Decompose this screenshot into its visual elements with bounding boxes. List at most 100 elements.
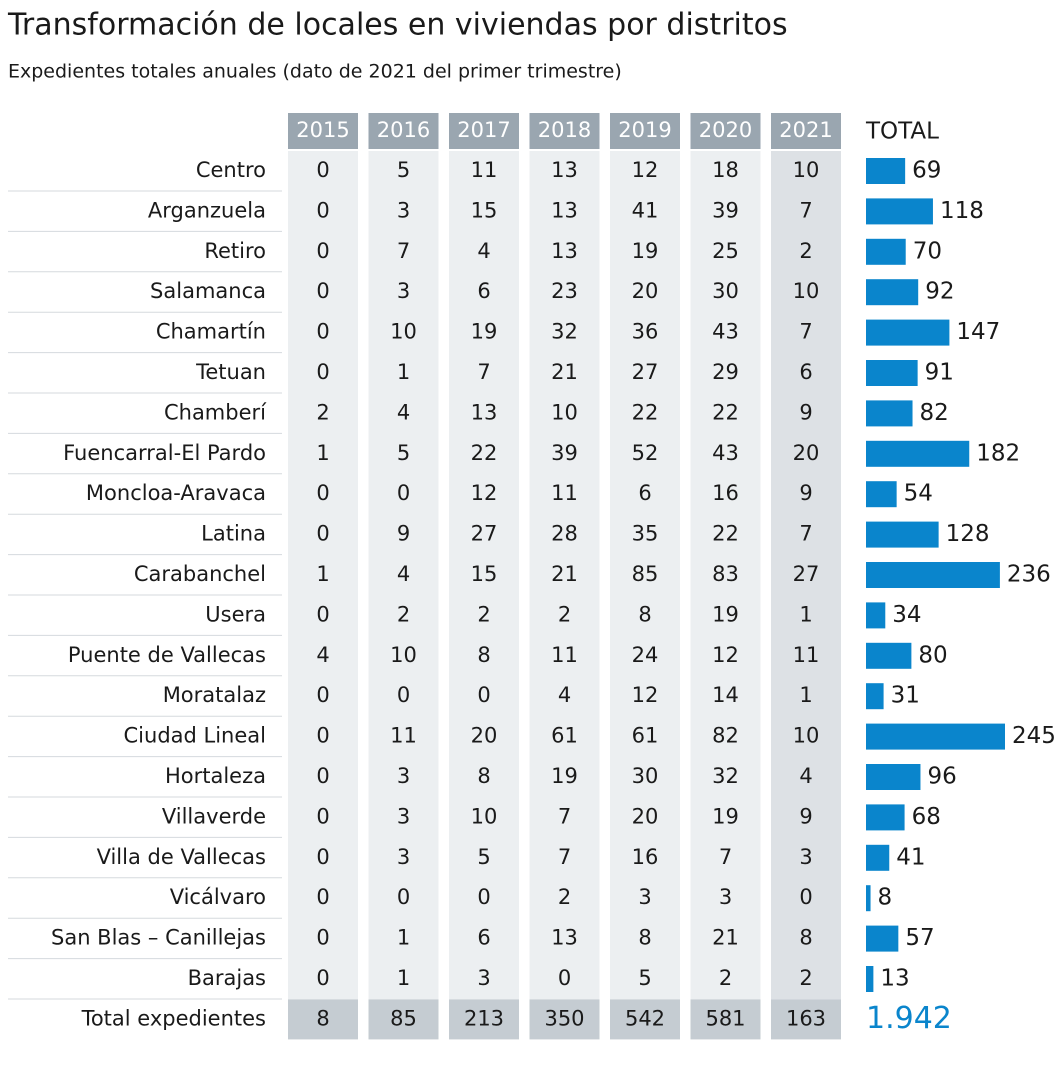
cell-value: 7	[397, 239, 410, 263]
cell-value: 21	[551, 360, 578, 384]
cell-value: 3	[638, 885, 651, 909]
cell-value: 1	[397, 360, 410, 384]
total-label: 182	[976, 440, 1020, 466]
cell-value: 61	[551, 724, 578, 748]
cell-value: 27	[471, 522, 498, 546]
district-name: Moncloa-Aravaca	[86, 481, 266, 505]
header-cell	[288, 113, 358, 149]
cell-value: 11	[551, 643, 578, 667]
cell-value: 0	[316, 885, 329, 909]
cell-value: 0	[316, 360, 329, 384]
total-bar	[866, 602, 886, 629]
cell-value: 16	[712, 481, 739, 505]
cell-value: 5	[397, 158, 410, 182]
cell-value: 39	[712, 198, 739, 222]
year-header: 2019	[618, 118, 671, 142]
cell-value: 19	[632, 239, 659, 263]
column-bg	[449, 151, 519, 1000]
total-bar	[866, 764, 921, 790]
district-name: Villaverde	[162, 804, 266, 828]
cell-value: 8	[477, 643, 490, 667]
cell-value: 32	[712, 764, 739, 788]
district-name: San Blas – Canillejas	[51, 926, 266, 950]
cell-value: 7	[719, 845, 732, 869]
cell-value: 0	[316, 804, 329, 828]
cell-value: 12	[712, 643, 739, 667]
cell-value: 7	[477, 360, 490, 384]
column-bg	[771, 151, 841, 1000]
cell-value: 2	[477, 602, 490, 626]
cell-value: 6	[477, 279, 490, 303]
cell-value: 0	[477, 885, 490, 909]
cell-value: 3	[799, 845, 812, 869]
footer-value: 350	[544, 1006, 584, 1030]
total-bar	[866, 238, 906, 265]
cell-value: 10	[793, 158, 820, 182]
cell-value: 15	[471, 562, 498, 586]
footer-cell	[771, 999, 841, 1040]
cell-value: 43	[712, 441, 739, 465]
cell-value: 8	[638, 602, 651, 626]
total-bar	[866, 683, 884, 710]
header-cell	[690, 113, 761, 149]
cell-value: 0	[558, 966, 571, 990]
cell-value: 0	[397, 481, 410, 505]
cell-value: 9	[799, 804, 812, 828]
column-bg	[690, 151, 761, 1000]
cell-value: 3	[397, 845, 410, 869]
total-label: 68	[912, 804, 941, 830]
cell-value: 3	[397, 198, 410, 222]
district-name: Moratalaz	[163, 683, 266, 707]
cell-value: 27	[793, 562, 820, 586]
cell-value: 0	[316, 926, 329, 950]
cell-value: 10	[390, 320, 417, 344]
cell-value: 12	[632, 683, 659, 707]
cell-value: 0	[316, 764, 329, 788]
total-label: 80	[918, 642, 947, 668]
cell-value: 15	[471, 198, 498, 222]
cell-value: 24	[632, 643, 659, 667]
cell-value: 9	[799, 481, 812, 505]
cell-value: 2	[558, 602, 571, 626]
cell-value: 43	[712, 320, 739, 344]
cell-value: 0	[316, 279, 329, 303]
cell-value: 18	[712, 158, 739, 182]
total-label: 245	[1012, 723, 1056, 749]
year-header: 2017	[457, 118, 510, 142]
total-label: 31	[891, 683, 920, 709]
district-name: Carabanchel	[134, 562, 266, 586]
total-label: 91	[925, 360, 954, 386]
cell-value: 23	[551, 279, 578, 303]
cell-value: 8	[638, 926, 651, 950]
cell-value: 19	[712, 602, 739, 626]
total-header: TOTAL	[865, 119, 939, 145]
cell-value: 8	[477, 764, 490, 788]
total-label: 147	[956, 319, 1000, 345]
cell-value: 2	[316, 400, 329, 424]
cell-value: 0	[316, 845, 329, 869]
total-label: 34	[892, 602, 921, 628]
cell-value: 0	[799, 885, 812, 909]
cell-value: 2	[397, 602, 410, 626]
cell-value: 39	[551, 441, 578, 465]
district-name: Retiro	[204, 239, 266, 263]
total-bar	[866, 481, 897, 508]
cell-value: 1	[316, 562, 329, 586]
cell-value: 30	[712, 279, 739, 303]
cell-value: 6	[477, 926, 490, 950]
footer-value: 85	[390, 1006, 417, 1030]
cell-value: 1	[397, 926, 410, 950]
cell-value: 1	[316, 441, 329, 465]
cell-value: 3	[719, 885, 732, 909]
cell-value: 82	[712, 724, 739, 748]
district-name: Ciudad Lineal	[124, 724, 266, 748]
cell-value: 22	[712, 522, 739, 546]
cell-value: 0	[316, 683, 329, 707]
cell-value: 7	[558, 804, 571, 828]
cell-value: 14	[712, 683, 739, 707]
footer-cell	[690, 999, 761, 1040]
cell-value: 28	[551, 522, 578, 546]
cell-value: 0	[316, 198, 329, 222]
district-name: Latina	[201, 522, 266, 546]
district-name: Centro	[196, 158, 266, 182]
